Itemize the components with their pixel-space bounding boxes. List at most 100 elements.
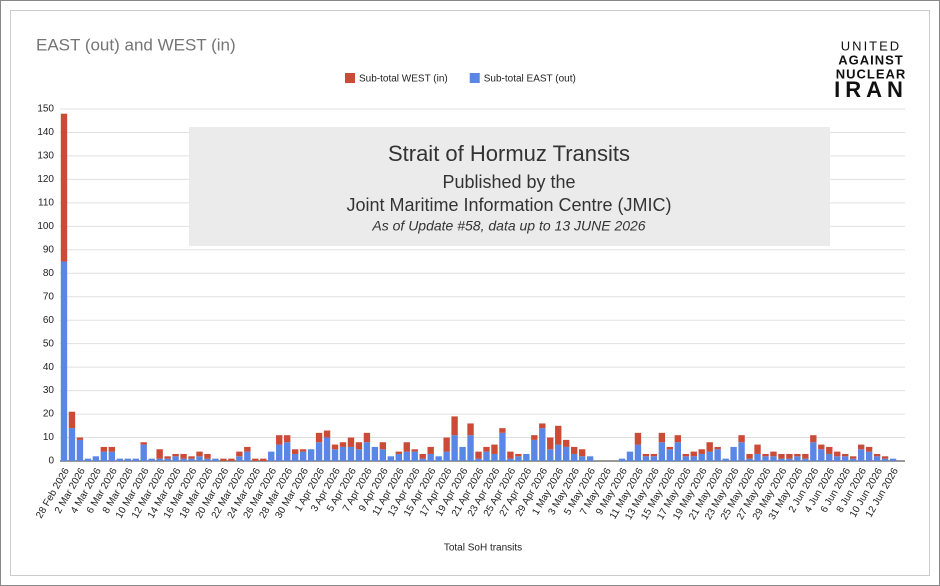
bar	[339, 442, 347, 447]
bar	[411, 451, 418, 461]
bar	[547, 449, 554, 461]
bar	[140, 444, 147, 461]
bar	[299, 449, 307, 452]
bar	[666, 446, 674, 450]
bar	[419, 453, 426, 459]
bar	[762, 456, 769, 461]
bar	[403, 442, 410, 452]
bar	[108, 446, 116, 452]
bar	[778, 458, 785, 461]
bar	[499, 432, 506, 461]
bar	[714, 446, 721, 450]
y-tick-label: 130	[37, 151, 54, 162]
bar	[634, 432, 642, 445]
bar	[100, 446, 108, 452]
bar	[762, 453, 769, 457]
bar	[284, 442, 291, 461]
bar	[355, 442, 363, 450]
bar	[690, 451, 697, 457]
bar	[818, 449, 825, 461]
bar	[339, 446, 347, 461]
bar	[563, 439, 570, 447]
bar	[873, 456, 881, 461]
bar	[244, 446, 251, 452]
bar	[459, 446, 466, 461]
y-tick-label: 110	[38, 198, 54, 209]
bar	[889, 458, 897, 461]
bar	[467, 423, 474, 436]
bar	[881, 458, 889, 461]
y-tick-label: 50	[43, 338, 55, 349]
bar	[92, 456, 100, 461]
bar	[76, 439, 84, 461]
bar	[515, 456, 522, 461]
bar	[315, 432, 323, 443]
y-tick-label: 100	[37, 221, 54, 232]
bar	[212, 458, 219, 461]
bar	[156, 449, 163, 459]
bar	[363, 432, 371, 443]
y-tick-label: 30	[43, 385, 55, 396]
bar	[172, 456, 179, 461]
bar	[299, 451, 307, 461]
bar	[347, 446, 355, 461]
bar	[570, 446, 578, 454]
bar	[427, 446, 434, 454]
bar	[68, 411, 76, 429]
y-tick-label: 40	[43, 362, 55, 373]
bar	[323, 430, 331, 438]
bar	[865, 446, 873, 452]
bar	[634, 444, 642, 461]
logo-text: UNITED	[841, 38, 901, 53]
bar	[849, 458, 857, 461]
bar	[307, 449, 315, 461]
bar	[284, 435, 291, 443]
bar	[164, 458, 171, 461]
bar	[60, 113, 68, 262]
bar	[555, 444, 562, 461]
bar	[483, 451, 490, 461]
bar	[642, 456, 650, 461]
bar	[196, 456, 203, 461]
bar	[578, 456, 586, 461]
bar	[738, 442, 745, 461]
bar	[826, 453, 833, 461]
bar	[116, 458, 123, 461]
y-tick-label: 90	[43, 244, 55, 255]
bar	[786, 453, 793, 459]
bar	[523, 453, 530, 461]
bar	[228, 458, 235, 461]
bar	[148, 458, 155, 461]
bar	[778, 453, 785, 459]
bar	[698, 453, 705, 461]
bar	[555, 425, 562, 445]
bar	[666, 449, 674, 461]
bar	[730, 446, 737, 461]
bar	[818, 444, 825, 450]
bar	[244, 451, 251, 461]
bar	[873, 453, 881, 457]
annotation: Strait of Hormuz Transits	[388, 141, 630, 166]
bar	[268, 451, 275, 461]
bar	[204, 453, 211, 459]
bar	[204, 458, 211, 461]
bar	[180, 453, 187, 459]
bar	[260, 458, 267, 461]
bar	[395, 451, 402, 454]
bar	[794, 456, 801, 461]
bar	[435, 456, 442, 461]
bar	[650, 453, 658, 457]
bar	[531, 435, 538, 440]
bar	[156, 458, 163, 461]
bar	[483, 446, 490, 452]
legend-label: Sub-total WEST (in)	[359, 74, 448, 85]
bar	[252, 458, 259, 461]
bar	[76, 437, 84, 440]
bar	[650, 456, 658, 461]
bar	[810, 442, 817, 461]
bar	[180, 458, 187, 461]
bar	[331, 444, 339, 450]
bar	[539, 423, 546, 429]
y-tick-label: 80	[43, 268, 55, 279]
